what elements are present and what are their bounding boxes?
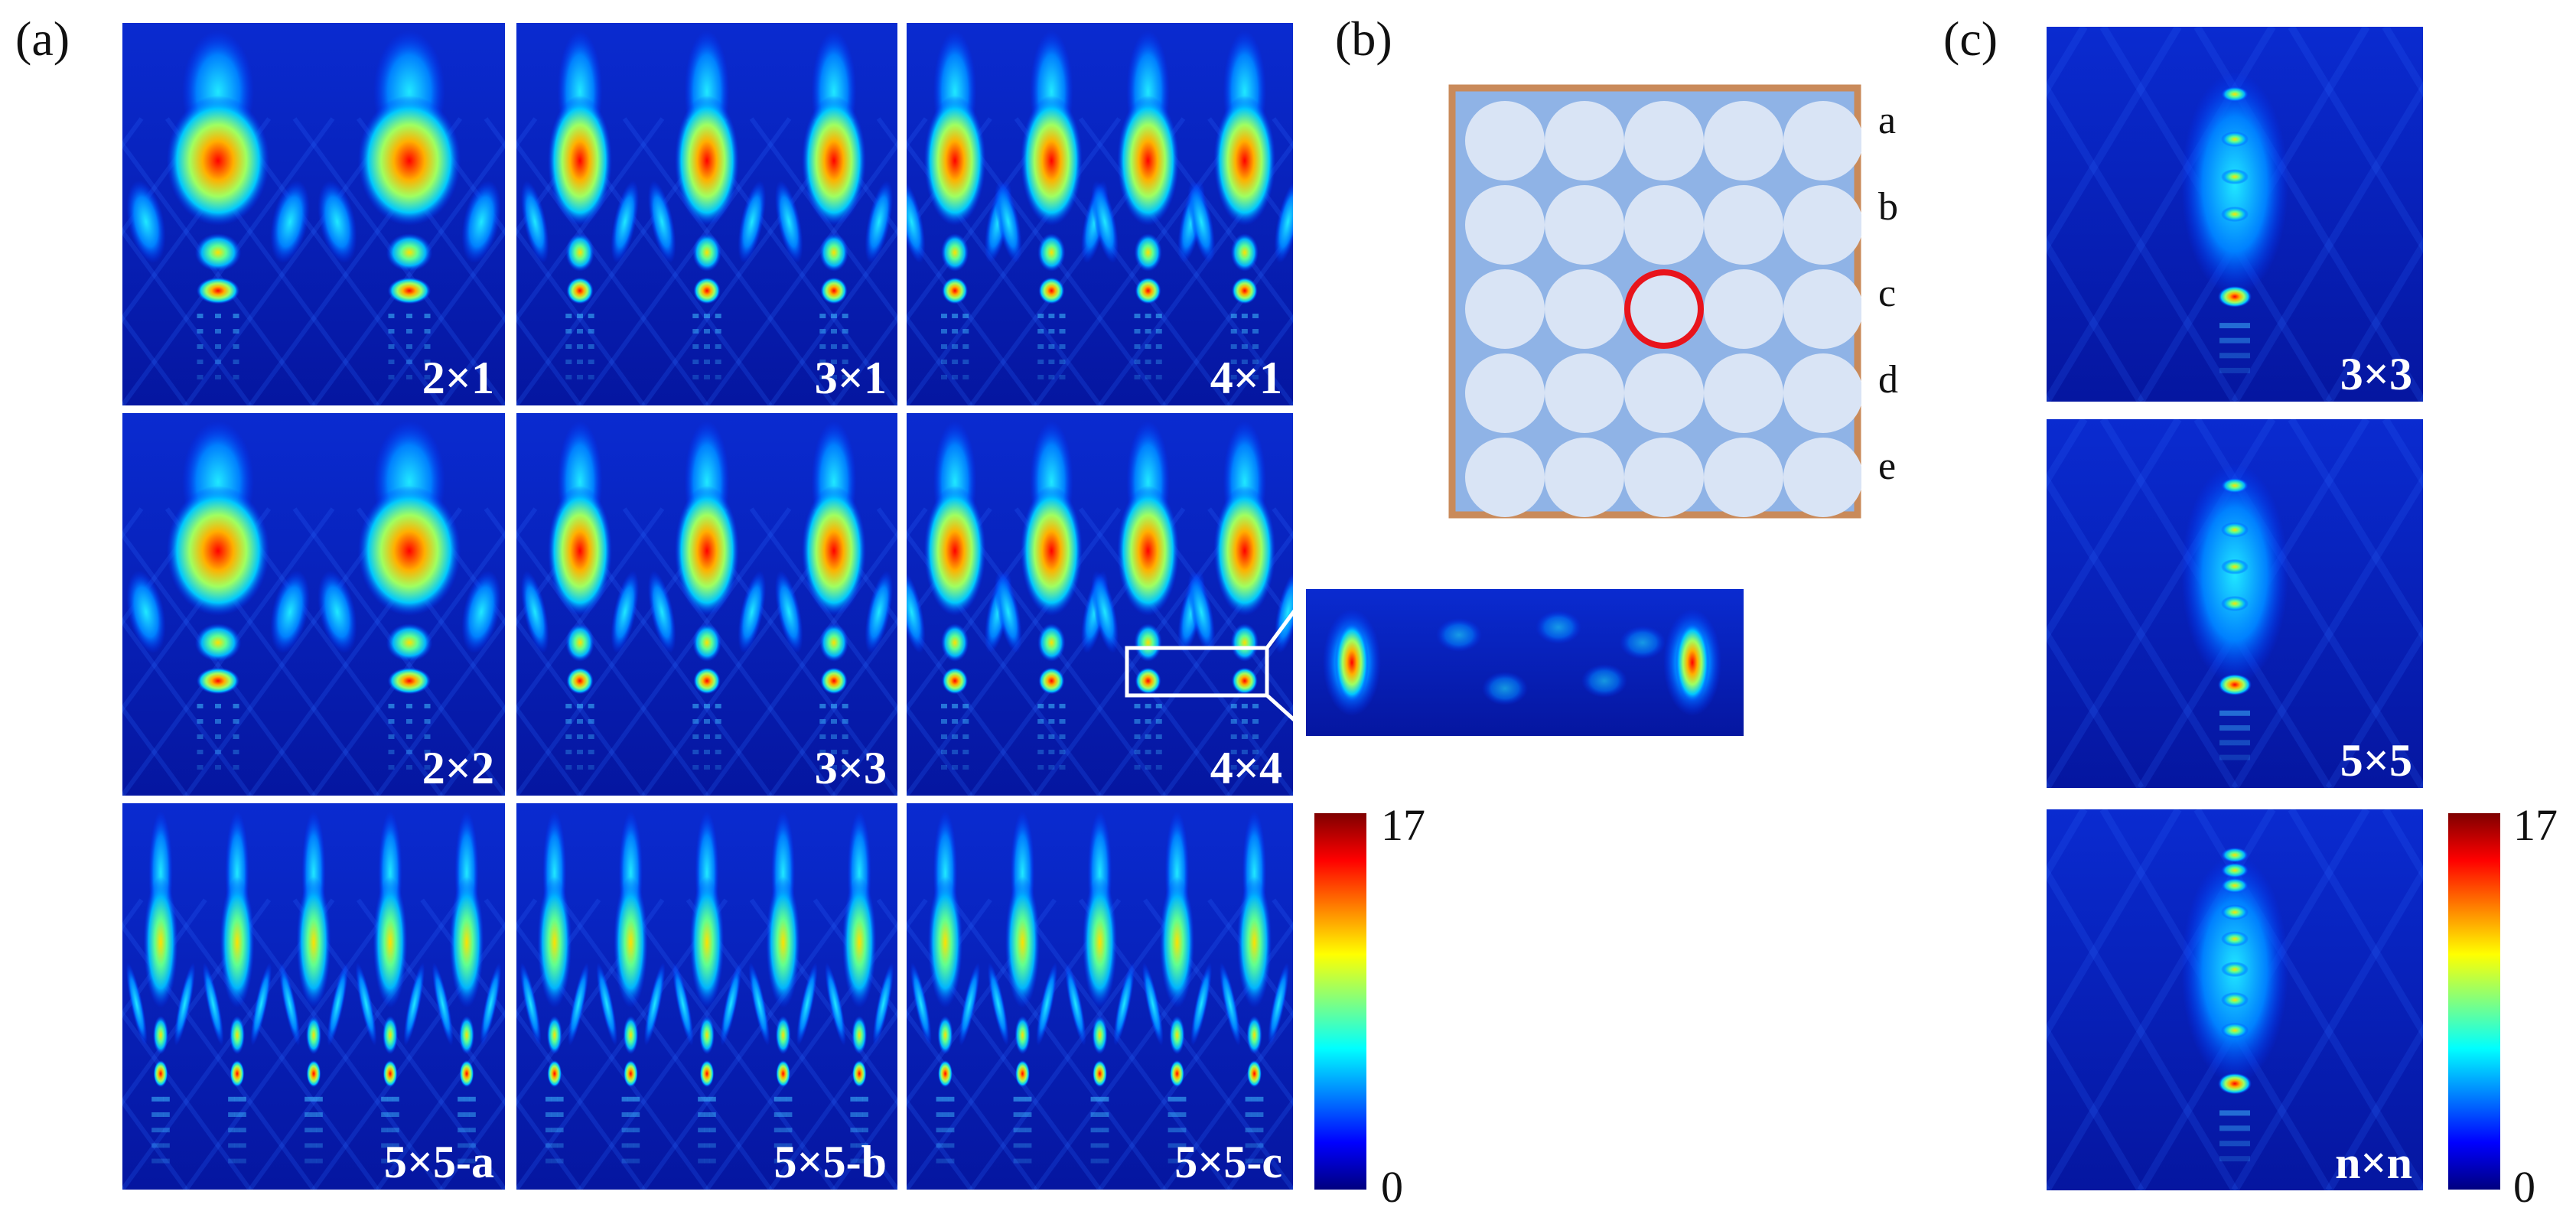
array-element [1545, 353, 1624, 433]
array-element [1783, 185, 1863, 265]
field-map-3×3: 3×3 [516, 413, 897, 796]
field-map-4×1: 4×1 [907, 23, 1293, 405]
array-element [1545, 269, 1624, 349]
array-element [1704, 185, 1783, 265]
array-element [1783, 269, 1863, 349]
field-map-label: n×n [2335, 1138, 2412, 1188]
colorbar-c-min: 0 [2513, 1162, 2535, 1212]
zoom-box [1125, 646, 1269, 698]
array-element [1704, 438, 1783, 517]
field-map-label: 5×5-a [383, 1137, 494, 1187]
field-map-2×1: 2×1 [122, 23, 505, 405]
array-element [1783, 353, 1863, 433]
field-map-graphic [907, 23, 1293, 405]
row-label-d: d [1878, 358, 1898, 402]
panel-a-label: (a) [15, 11, 70, 66]
zoom-line-bottom [1265, 694, 1308, 732]
zoom-inset-graphic [1306, 589, 1744, 736]
field-map-graphic [907, 413, 1293, 796]
field-map-label: 5×5 [2340, 735, 2412, 786]
field-map-graphic [516, 413, 897, 796]
array-element [1465, 438, 1545, 517]
field-map-graphic [516, 23, 897, 405]
field-map-4×4: 4×4 [907, 413, 1293, 796]
array-element [1465, 269, 1545, 349]
panel-c-label: (c) [1943, 11, 1998, 66]
colorbar-a-max: 17 [1381, 800, 1425, 850]
array-element [1624, 185, 1704, 265]
colorbar-gradient [2448, 813, 2500, 1190]
colorbar-gradient [1314, 813, 1366, 1190]
field-map-label: 5×5-c [1174, 1137, 1282, 1187]
highlighted-element [1624, 269, 1704, 349]
array-element [1465, 185, 1545, 265]
field-map-label: 2×1 [422, 353, 494, 403]
zoom-inset [1306, 589, 1744, 736]
field-map-5×5-c: 5×5-c [907, 803, 1293, 1190]
array-element [1624, 101, 1704, 181]
array-element [1545, 101, 1624, 181]
field-map-label: 3×3 [814, 743, 887, 793]
field-map-label: 3×1 [814, 353, 887, 403]
field-map-label: 2×2 [422, 743, 494, 793]
array-element [1783, 101, 1863, 181]
array-element [1465, 353, 1545, 433]
array-element [1624, 438, 1704, 517]
colorbar-a-min: 0 [1381, 1162, 1403, 1212]
array-element [1545, 185, 1624, 265]
row-label-a: a [1878, 99, 1897, 142]
panel-b-label: (b) [1335, 11, 1392, 66]
field-map-c-5×5: 5×5 [2047, 419, 2423, 788]
field-map-graphic [122, 23, 505, 405]
field-map-label: 4×1 [1210, 353, 1282, 403]
colorbar-c [2448, 813, 2500, 1190]
zoom-line-top [1265, 594, 1308, 649]
field-map-3×1: 3×1 [516, 23, 897, 405]
array-element [1465, 101, 1545, 181]
array-element [1624, 269, 1704, 349]
field-map-graphic [516, 803, 897, 1190]
field-map-graphic [2047, 809, 2423, 1190]
array-element [1624, 353, 1704, 433]
row-label-b: b [1878, 185, 1898, 229]
field-map-5×5-b: 5×5-b [516, 803, 897, 1190]
array-schematic [1448, 84, 1863, 519]
field-map-graphic [2047, 27, 2423, 402]
array-element [1783, 438, 1863, 517]
array-element [1704, 101, 1783, 181]
field-map-c-3×3: 3×3 [2047, 27, 2423, 402]
array-element [1704, 353, 1783, 433]
colorbar-c-max: 17 [2513, 800, 2558, 850]
colorbar-a [1314, 813, 1366, 1190]
field-map-2×2: 2×2 [122, 413, 505, 796]
field-map-label: 4×4 [1210, 743, 1282, 793]
row-label-c: c [1878, 272, 1897, 315]
field-map-graphic [907, 803, 1293, 1190]
row-label-e: e [1878, 444, 1897, 488]
field-map-label: 3×3 [2340, 349, 2412, 399]
field-map-5×5-a: 5×5-a [122, 803, 505, 1190]
field-map-label: 5×5-b [773, 1137, 887, 1187]
field-map-graphic [122, 413, 505, 796]
array-element [1545, 438, 1624, 517]
field-map-graphic [122, 803, 505, 1190]
array-element [1704, 269, 1783, 349]
field-map-graphic [2047, 419, 2423, 788]
field-map-c-n×n: n×n [2047, 809, 2423, 1190]
